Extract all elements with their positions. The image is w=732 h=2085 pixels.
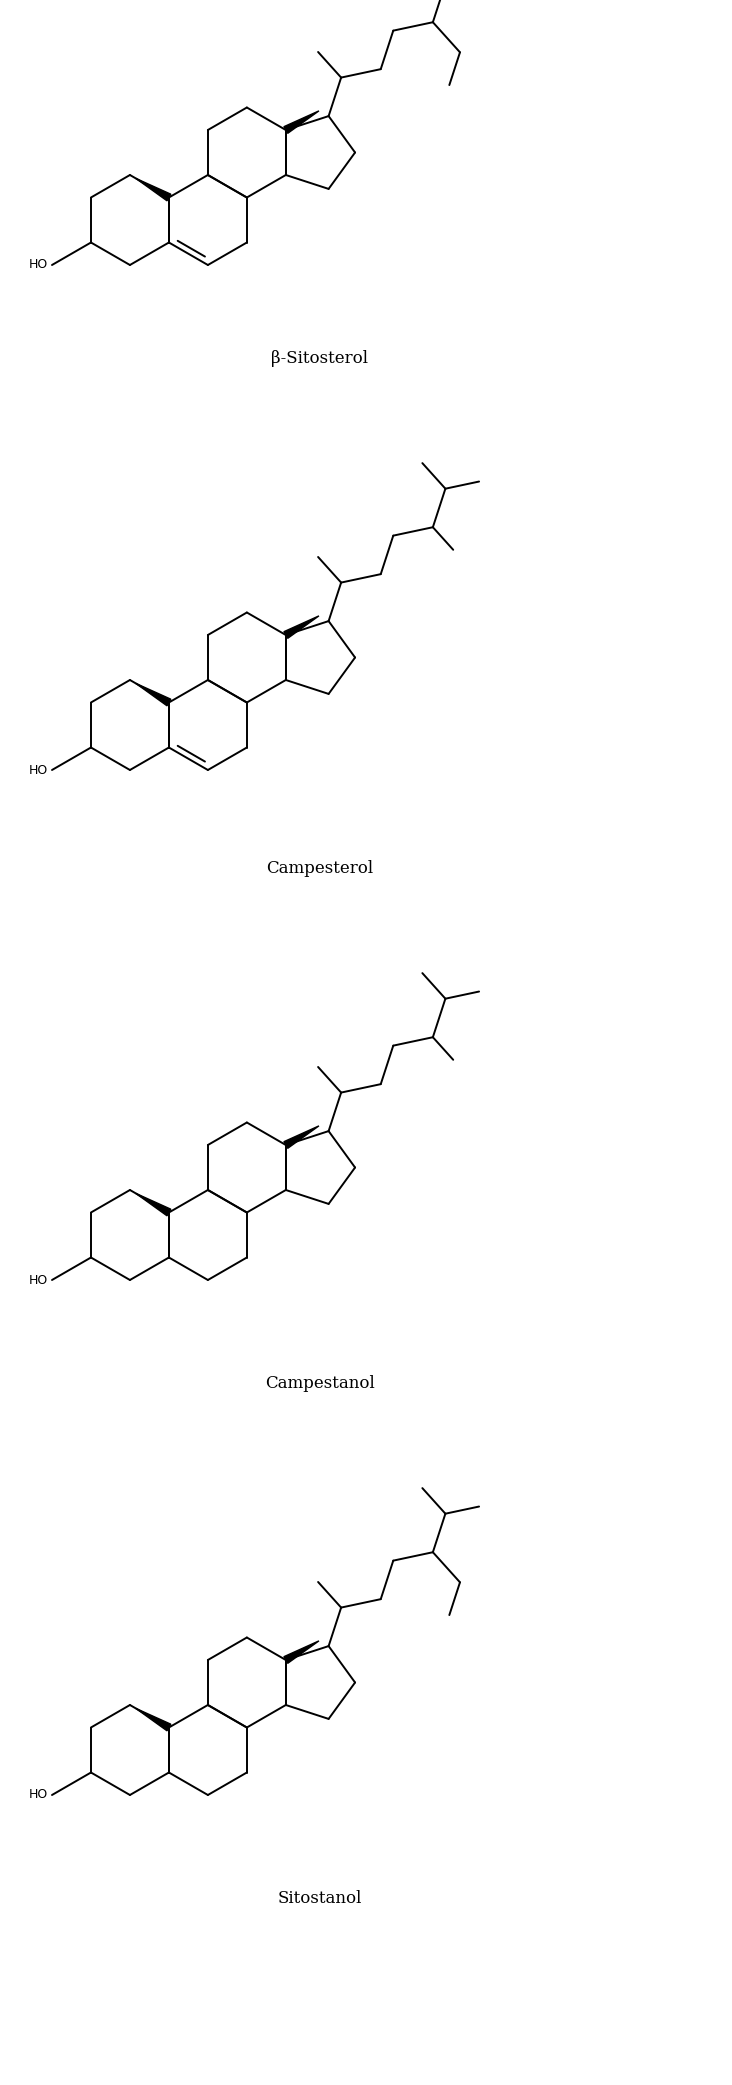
Polygon shape bbox=[284, 615, 319, 638]
Polygon shape bbox=[284, 1126, 319, 1149]
Polygon shape bbox=[135, 1193, 171, 1216]
Text: HO: HO bbox=[29, 1274, 48, 1286]
Text: HO: HO bbox=[29, 763, 48, 776]
Text: Campestanol: Campestanol bbox=[265, 1374, 375, 1393]
Text: HO: HO bbox=[29, 259, 48, 271]
Text: Sitostanol: Sitostanol bbox=[278, 1889, 362, 1908]
Polygon shape bbox=[135, 684, 171, 707]
Polygon shape bbox=[284, 111, 319, 133]
Polygon shape bbox=[284, 1641, 319, 1664]
Text: β-Sitosterol: β-Sitosterol bbox=[272, 350, 368, 367]
Polygon shape bbox=[135, 1708, 171, 1731]
Polygon shape bbox=[135, 179, 171, 200]
Text: HO: HO bbox=[29, 1789, 48, 1801]
Text: Campesterol: Campesterol bbox=[266, 859, 373, 878]
